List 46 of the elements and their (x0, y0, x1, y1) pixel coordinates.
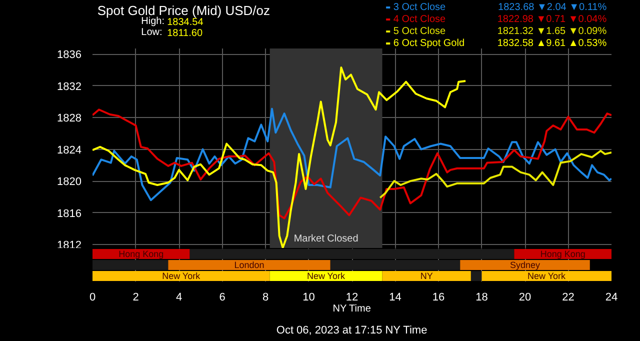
data-label: New York (528, 271, 566, 281)
line-series (92, 108, 612, 220)
legend-label: 5 Oct Close (393, 26, 446, 37)
bar (270, 271, 382, 281)
x-tick-label: 18 (476, 292, 488, 304)
x-axis-title: NY Time (332, 304, 372, 314)
x-tick-label: 4 (176, 292, 182, 304)
legend-label: 3 Oct Close (393, 2, 446, 13)
x-tick-label: 2 (132, 292, 139, 304)
legend-label: 4 Oct Close (393, 14, 446, 25)
line-series (92, 108, 612, 202)
y-tick-label: 1820 (57, 176, 82, 188)
legend-label: 6 Oct Spot Gold (393, 38, 465, 49)
x-tick-label: 10 (302, 292, 315, 304)
data-label: NY (420, 271, 433, 281)
text: Low: 1811.60 (141, 27, 203, 39)
x-tick-label: 0 (89, 292, 96, 304)
data-label: Hong Kong (540, 249, 586, 259)
data-label: New York (306, 271, 346, 281)
x-tick-label: 8 (262, 292, 269, 304)
x-tick-label: 24 (605, 292, 618, 304)
text: Oct 06, 2023 at 17:15 NY Time (276, 324, 428, 336)
y-tick-label: 1832 (57, 80, 82, 93)
bar (482, 271, 612, 281)
data-label: Hong Kong (118, 249, 164, 259)
band-label: Market Closed (294, 234, 358, 244)
text: 1821.32 ▼1.65 ▼0.09% (497, 26, 607, 37)
y-tick-label: 1816 (57, 208, 82, 220)
text: 1822.98 ▼0.71 ▼0.04% (497, 14, 607, 25)
text: 1823.68 ▼2.04 ▼0.11% (498, 2, 607, 13)
data-label: Sydney (510, 260, 541, 270)
line-series (379, 150, 612, 199)
x-tick-label: 14 (389, 292, 402, 304)
y-tick-label: 1836 (57, 49, 82, 62)
data-label: New York (162, 271, 201, 281)
data-label: London (234, 260, 264, 270)
x-tick-label: 16 (432, 292, 445, 304)
x-tick-label: 12 (346, 292, 358, 304)
x-tick-label: 20 (518, 292, 532, 304)
y-tick-label: 1824 (57, 144, 82, 156)
chart-title: Spot Gold Price (Mid) USD/oz (97, 3, 270, 18)
line-series (92, 66, 467, 248)
y-tick-label: 1828 (57, 112, 82, 125)
x-tick-label: 22 (562, 292, 574, 304)
x-tick-label: 6 (219, 292, 226, 304)
annotation: 1832.58 ▲9.61 ▲0.53% (497, 38, 607, 49)
